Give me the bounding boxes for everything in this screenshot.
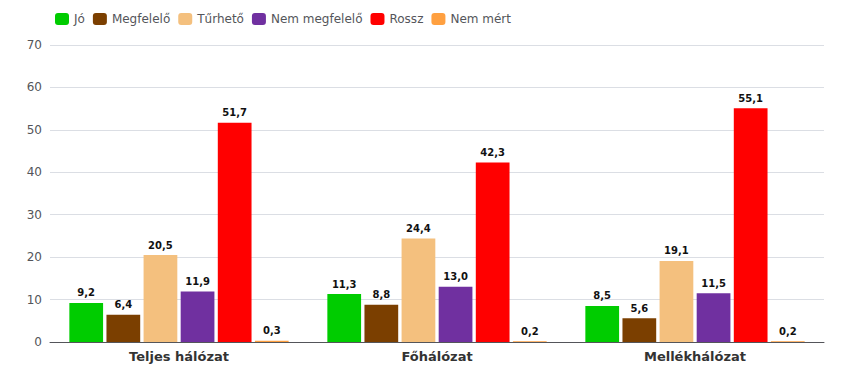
svg-text:Jó: Jó [73,12,85,26]
svg-text:20,5: 20,5 [148,240,173,251]
svg-text:50: 50 [27,123,42,137]
svg-text:55,1: 55,1 [738,93,763,104]
svg-text:11,9: 11,9 [185,276,210,287]
svg-text:0,3: 0,3 [263,325,281,336]
svg-text:30: 30 [27,208,42,222]
svg-text:20: 20 [27,250,42,264]
svg-text:Tűrhető: Tűrhető [196,12,244,26]
svg-text:Nem megfelelő: Nem megfelelő [271,12,363,26]
svg-text:10: 10 [27,293,42,307]
svg-text:Mellékhálózat: Mellékhálózat [644,349,746,364]
svg-text:Megfelelő: Megfelelő [112,12,170,26]
svg-text:0,2: 0,2 [779,326,797,337]
svg-text:Teljes hálózat: Teljes hálózat [129,349,229,364]
svg-text:0: 0 [34,335,42,349]
svg-text:8,8: 8,8 [372,289,390,300]
svg-text:51,7: 51,7 [222,107,247,118]
svg-text:8,5: 8,5 [593,290,611,301]
svg-text:11,5: 11,5 [701,278,726,289]
svg-text:24,4: 24,4 [406,223,431,234]
svg-text:13,0: 13,0 [443,271,468,282]
svg-text:5,6: 5,6 [630,303,648,314]
svg-text:70: 70 [27,38,42,52]
svg-text:Rossz: Rossz [389,12,423,26]
svg-text:6,4: 6,4 [114,299,132,310]
svg-text:60: 60 [27,80,42,94]
svg-text:19,1: 19,1 [664,245,689,256]
svg-text:40: 40 [27,165,42,179]
svg-text:Főhálózat: Főhálózat [401,349,472,364]
svg-text:11,3: 11,3 [332,279,357,290]
svg-text:9,2: 9,2 [77,287,95,298]
svg-text:0,2: 0,2 [521,326,539,337]
svg-text:Nem mért: Nem mért [450,12,511,26]
svg-text:42,3: 42,3 [480,147,505,158]
